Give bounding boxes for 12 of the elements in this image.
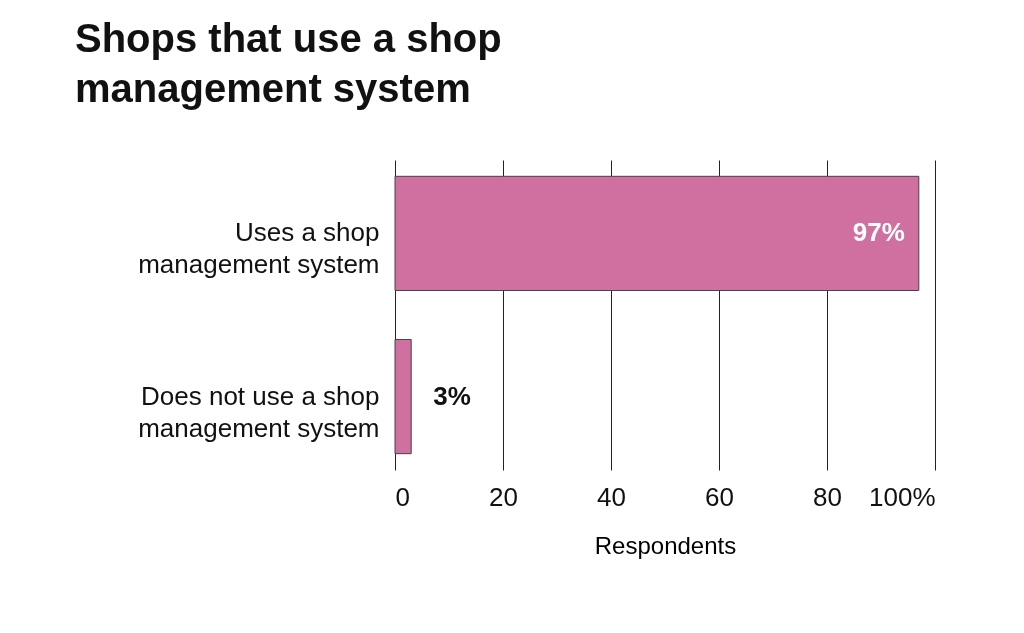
y-tick-label: Uses a shop management system [138, 217, 380, 280]
chart-title: Shops that use a shop management system [75, 16, 502, 110]
x-tick-label: 60 [705, 481, 734, 512]
x-tick-label: 100% [869, 481, 936, 512]
x-tick-label: 20 [489, 481, 518, 512]
data-label: 97% [852, 217, 905, 248]
y-tick-label: Does not use a shop management system [138, 380, 380, 443]
x-tick-label: 80 [813, 481, 842, 512]
data-label: 3% [433, 380, 471, 411]
x-tick-label: 0 [395, 481, 410, 512]
x-tick-label: 40 [597, 481, 626, 512]
x-axis-title: Respondents [594, 531, 737, 559]
